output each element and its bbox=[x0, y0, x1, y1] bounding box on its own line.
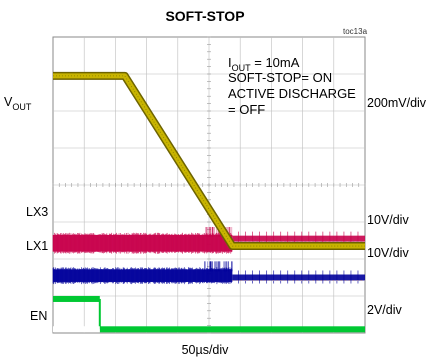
scale-vout: 200mV/div bbox=[367, 96, 427, 110]
annotation-iout: IOUT = 10mA bbox=[228, 55, 300, 73]
scale-lx3: 10V/div bbox=[367, 213, 409, 227]
trace-en bbox=[53, 295, 366, 333]
trace-en-high bbox=[53, 295, 100, 302]
trace-lx3-idle-band bbox=[232, 235, 365, 242]
channel-label-lx3: LX3 bbox=[26, 205, 48, 219]
trace-lx1 bbox=[52, 261, 365, 285]
trace-lx3 bbox=[52, 226, 365, 254]
channel-label-lx1: LX1 bbox=[26, 239, 48, 253]
scale-en: 2V/div bbox=[367, 303, 402, 317]
annotation-discharge: ACTIVE DISCHARGE bbox=[228, 86, 356, 101]
trace-lx1-idle-band bbox=[232, 274, 365, 281]
grid bbox=[52, 36, 366, 334]
channel-label-vout: VOUT bbox=[4, 95, 32, 112]
traces bbox=[52, 71, 366, 333]
x-axis-label: 50µs/div bbox=[182, 343, 230, 357]
figure-tag: toc13a bbox=[343, 27, 368, 36]
annotation-softstop: SOFT-STOP= ON bbox=[228, 70, 332, 85]
trace-en-low bbox=[99, 326, 366, 333]
chart-title: SOFT-STOP bbox=[165, 8, 244, 24]
annotation-discharge-state: = OFF bbox=[228, 102, 265, 117]
trace-vout-noise bbox=[53, 75, 365, 247]
annotation-box: IOUT = 10mA SOFT-STOP= ON ACTIVE DISCHAR… bbox=[228, 55, 356, 117]
scale-lx1: 10V/div bbox=[367, 246, 409, 260]
channel-label-en: EN bbox=[30, 309, 47, 323]
plot-area bbox=[52, 36, 366, 334]
